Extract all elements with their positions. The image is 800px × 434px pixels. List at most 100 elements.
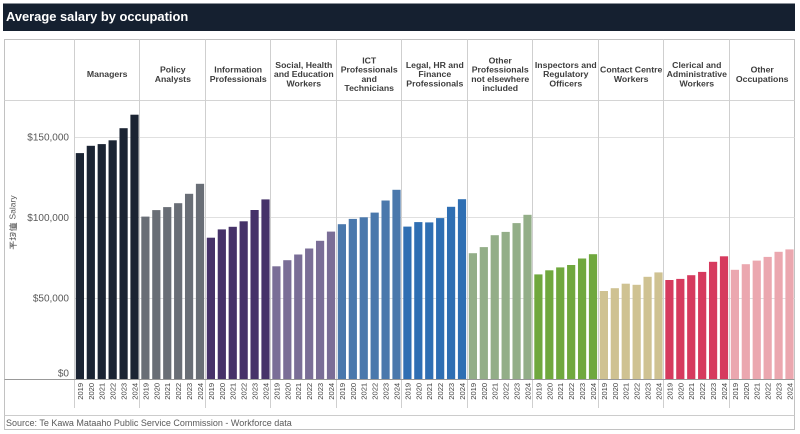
svg-text:2021: 2021 (753, 383, 762, 400)
svg-text:2021: 2021 (360, 383, 369, 400)
svg-text:2020: 2020 (480, 383, 489, 400)
svg-text:2022: 2022 (371, 383, 380, 400)
svg-text:2020: 2020 (742, 383, 751, 400)
svg-text:Workers: Workers (679, 78, 714, 88)
svg-text:Managers: Managers (87, 69, 128, 79)
svg-text:2023: 2023 (382, 383, 391, 400)
svg-text:2023: 2023 (185, 383, 194, 400)
svg-text:and: and (361, 74, 376, 84)
svg-text:Workers: Workers (286, 78, 321, 88)
svg-text:2020: 2020 (676, 383, 685, 400)
svg-text:Finance: Finance (418, 69, 451, 79)
svg-text:2019: 2019 (141, 383, 150, 400)
svg-text:2020: 2020 (152, 383, 161, 400)
svg-text:2021: 2021 (229, 383, 238, 400)
svg-text:2019: 2019 (338, 383, 347, 400)
svg-text:Average salary by occupation: Average salary by occupation (6, 9, 188, 24)
svg-text:2021: 2021 (98, 383, 107, 400)
svg-text:Professionals: Professionals (210, 74, 267, 84)
svg-text:2024: 2024 (524, 383, 533, 400)
svg-text:Officers: Officers (549, 78, 582, 88)
svg-text:2021: 2021 (556, 383, 565, 400)
svg-text:2019: 2019 (731, 383, 740, 400)
svg-text:2022: 2022 (567, 383, 576, 400)
svg-text:2021: 2021 (425, 383, 434, 400)
svg-text:2021: 2021 (163, 383, 172, 400)
svg-text:2019: 2019 (665, 383, 674, 400)
svg-text:included: included (482, 83, 518, 93)
svg-text:2019: 2019 (469, 383, 478, 400)
svg-text:Professionals: Professionals (341, 65, 398, 75)
svg-text:2024: 2024 (720, 383, 729, 400)
svg-text:2021: 2021 (294, 383, 303, 400)
svg-text:2023: 2023 (709, 383, 718, 400)
svg-text:2019: 2019 (403, 383, 412, 400)
svg-text:Workers: Workers (614, 74, 649, 84)
svg-text:Other: Other (751, 65, 775, 75)
svg-text:Regulatory: Regulatory (543, 69, 589, 79)
svg-text:2020: 2020 (545, 383, 554, 400)
svg-text:2024: 2024 (262, 383, 271, 400)
svg-text:2020: 2020 (349, 383, 358, 400)
svg-text:2019: 2019 (207, 383, 216, 400)
svg-text:Social, Health: Social, Health (275, 60, 332, 70)
svg-text:2022: 2022 (305, 383, 314, 400)
svg-text:2020: 2020 (611, 383, 620, 400)
svg-text:2023: 2023 (447, 383, 456, 400)
svg-text:2021: 2021 (687, 383, 696, 400)
svg-text:2024: 2024 (589, 383, 598, 400)
svg-text:$150,000: $150,000 (27, 132, 69, 143)
svg-text:2024: 2024 (458, 383, 467, 400)
svg-text:Legal, HR and: Legal, HR and (406, 60, 464, 70)
svg-text:2023: 2023 (120, 383, 129, 400)
svg-text:and Education: and Education (274, 69, 334, 79)
svg-text:$100,000: $100,000 (27, 213, 69, 224)
svg-text:2023: 2023 (513, 383, 522, 400)
svg-text:2024: 2024 (327, 383, 336, 400)
svg-text:2022: 2022 (633, 383, 642, 400)
svg-text:2023: 2023 (578, 383, 587, 400)
svg-text:2024: 2024 (196, 383, 205, 400)
svg-text:2019: 2019 (534, 383, 543, 400)
svg-text:2020: 2020 (87, 383, 96, 400)
svg-text:2022: 2022 (764, 383, 773, 400)
svg-text:2019: 2019 (76, 383, 85, 400)
svg-text:2020: 2020 (283, 383, 292, 400)
svg-text:2022: 2022 (698, 383, 707, 400)
svg-text:2024: 2024 (786, 383, 795, 400)
svg-text:2024: 2024 (655, 383, 664, 400)
svg-text:$50,000: $50,000 (33, 293, 70, 304)
svg-text:Professionals: Professionals (472, 65, 529, 75)
svg-text:Information: Information (214, 65, 262, 75)
svg-text:2020: 2020 (218, 383, 227, 400)
svg-text:2023: 2023 (316, 383, 325, 400)
svg-text:Administrative: Administrative (667, 69, 728, 79)
svg-text:2021: 2021 (491, 383, 500, 400)
svg-text:Policy: Policy (160, 65, 186, 75)
svg-text:2020: 2020 (414, 383, 423, 400)
svg-text:$0: $0 (58, 369, 70, 380)
svg-text:2022: 2022 (502, 383, 511, 400)
svg-text:2022: 2022 (109, 383, 118, 400)
svg-text:2021: 2021 (622, 383, 631, 400)
svg-text:2024: 2024 (393, 383, 402, 400)
svg-text:2019: 2019 (272, 383, 281, 400)
svg-text:Source: Te Kawa Mataaho Public: Source: Te Kawa Mataaho Public Service C… (6, 418, 292, 428)
svg-text:2019: 2019 (600, 383, 609, 400)
svg-text:2023: 2023 (644, 383, 653, 400)
svg-text:Technicians: Technicians (344, 83, 394, 93)
svg-text:2023: 2023 (775, 383, 784, 400)
svg-text:2022: 2022 (174, 383, 183, 400)
svg-text:2024: 2024 (131, 383, 140, 400)
svg-text:not elsewhere: not elsewhere (471, 74, 529, 84)
svg-text:Contact Centre: Contact Centre (600, 65, 662, 75)
svg-text:Professionals: Professionals (406, 78, 463, 88)
svg-text:Salary: Salary (8, 195, 18, 220)
svg-text:Analysts: Analysts (155, 74, 191, 84)
svg-text:2022: 2022 (436, 383, 445, 400)
svg-text:2023: 2023 (251, 383, 260, 400)
svg-text:Other: Other (489, 56, 513, 66)
svg-text:Occupations: Occupations (736, 74, 789, 84)
svg-text:2022: 2022 (240, 383, 249, 400)
svg-text:Clerical and: Clerical and (672, 60, 721, 70)
